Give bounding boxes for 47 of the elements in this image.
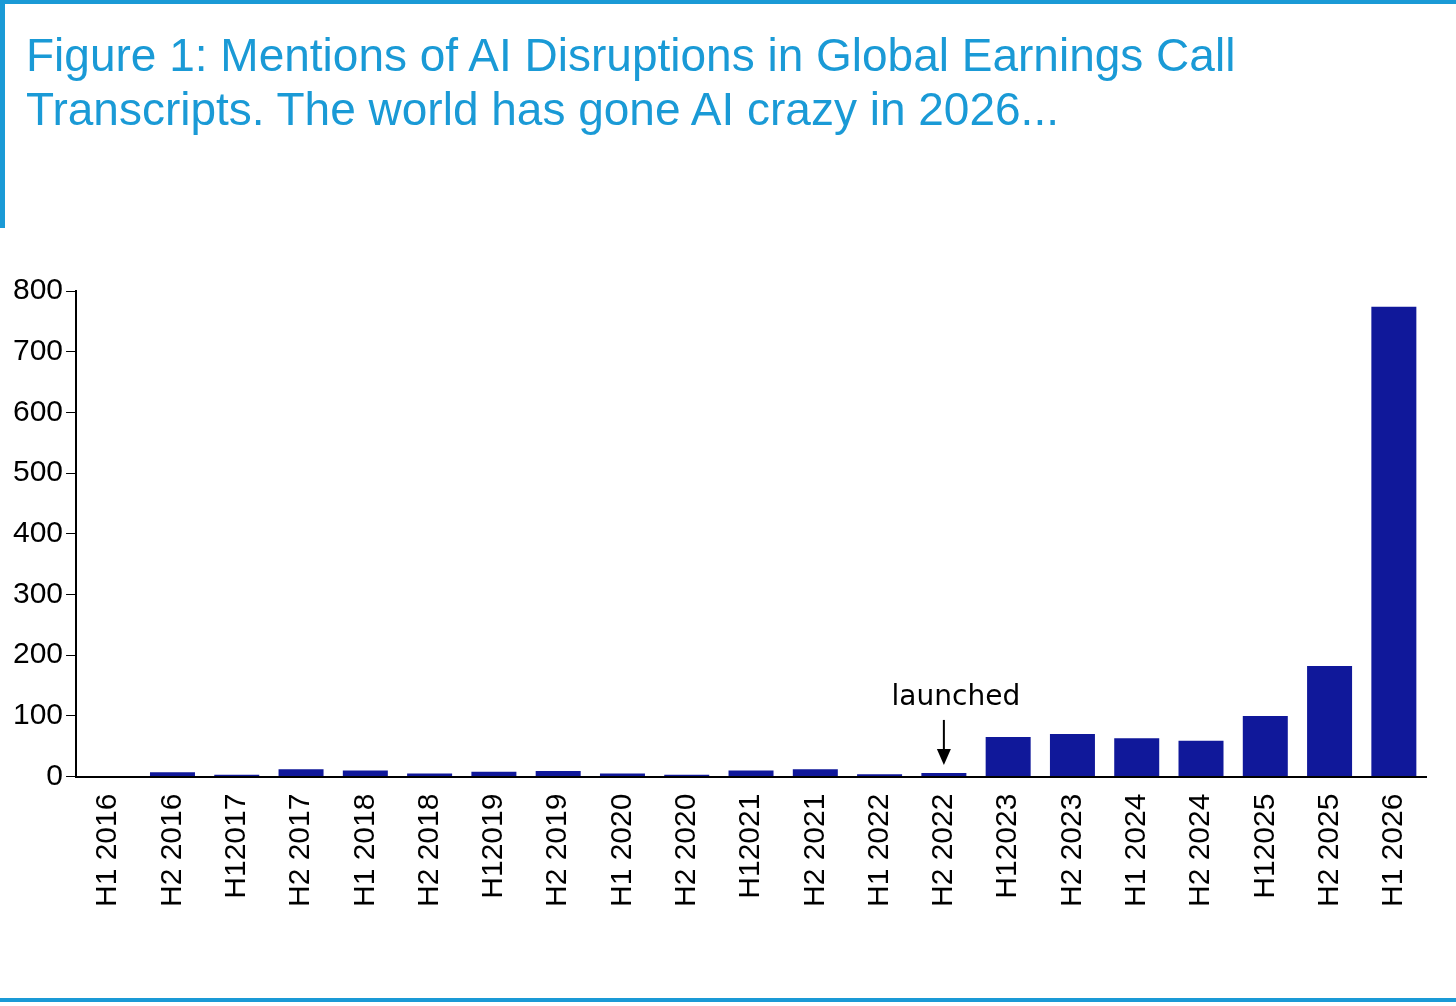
x-tick-label: H2 2016 (153, 793, 187, 908)
x-tick-label: H2 2024 (1182, 793, 1216, 908)
x-tick-label: H2 2021 (796, 793, 830, 908)
x-tick-label: H2 2023 (1053, 793, 1087, 908)
x-tick-label: H1 2016 (89, 793, 123, 908)
y-tick-label: 500 (12, 454, 64, 488)
bar (342, 770, 388, 777)
x-tick-label: H1 2020 (603, 793, 637, 908)
chart-title: Figure 1: Mentions of AI Disruptions in Global Earnings Call Transcripts. The world has gone AI crazy in 2026... (26, 28, 1237, 136)
y-tick-label: 700 (12, 332, 64, 366)
x-tick-label: H1 2018 (346, 793, 380, 908)
bar (278, 769, 324, 777)
x-tick-label: H12017 (218, 793, 252, 899)
y-tick-label: 100 (12, 697, 64, 731)
x-tick-label: H12023 (989, 793, 1023, 899)
x-tick-label: H2 2022 (925, 793, 959, 908)
bar (535, 771, 581, 777)
bar (149, 772, 195, 777)
x-tick-label: H1 2026 (1375, 793, 1409, 908)
x-tick-label: H2 2018 (410, 793, 444, 908)
bar (1049, 734, 1095, 777)
x-tick-label: H2 2019 (539, 793, 573, 908)
y-tick-label: 600 (12, 393, 64, 427)
y-tick-label: 800 (12, 272, 64, 306)
x-tick-label: H1 2024 (1117, 793, 1151, 908)
bar (1114, 738, 1160, 777)
bar (471, 771, 517, 777)
x-tick-label: H12021 (732, 793, 766, 899)
x-tick-label: H12019 (475, 793, 509, 899)
x-tick-label: H1 2022 (860, 793, 894, 908)
y-tick-label: 200 (12, 636, 64, 670)
x-tick-label: H2 2020 (668, 793, 702, 908)
y-tick-label: 300 (12, 575, 64, 609)
bar (1371, 306, 1417, 777)
x-tick-label: H2 2025 (1310, 793, 1344, 908)
bar (792, 769, 838, 777)
y-tick-label: 400 (12, 515, 64, 549)
bar (921, 772, 967, 777)
y-tick-label: 0 (46, 757, 64, 791)
bar (985, 737, 1031, 777)
bar (1307, 666, 1353, 777)
x-tick-label: H2 2017 (282, 793, 316, 908)
bar (1242, 715, 1288, 777)
bar (728, 770, 774, 777)
x-tick-label: H12025 (1246, 793, 1280, 899)
bar (1178, 740, 1224, 777)
annotation: launched (891, 679, 1021, 713)
